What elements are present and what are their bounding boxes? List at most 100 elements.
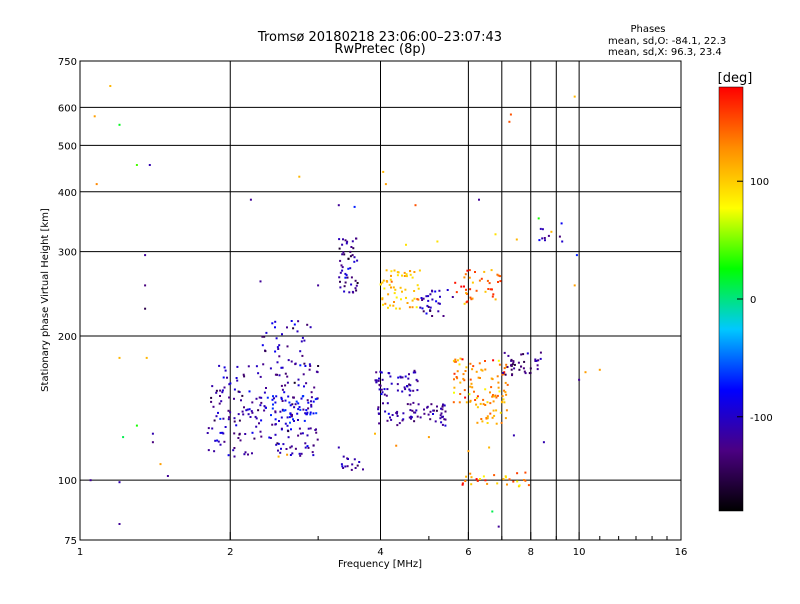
echo-point (398, 422, 401, 425)
echo-point (486, 417, 489, 420)
echo-point (382, 170, 385, 173)
echo-point (354, 287, 357, 290)
echo-point (272, 403, 274, 406)
echo-point (504, 381, 507, 384)
echo-point (389, 375, 392, 378)
echo-point (243, 406, 245, 409)
echo-point (441, 423, 444, 426)
echo-point (520, 365, 523, 368)
echo-point (263, 335, 266, 338)
echo-point (435, 409, 438, 412)
x-axis-label: Frequency [MHz] (338, 559, 422, 570)
echo-point (215, 391, 218, 394)
echo-point (476, 479, 479, 482)
echo-point (299, 432, 302, 435)
echo-point (351, 463, 354, 466)
echo-point (390, 286, 392, 289)
echo-point (415, 409, 418, 412)
echo-point (384, 302, 387, 305)
echo-point (224, 426, 227, 428)
echo-point (412, 371, 415, 374)
echo-point (145, 356, 148, 359)
echo-point (453, 386, 456, 389)
echo-point (390, 382, 393, 385)
echo-point (350, 276, 353, 279)
echo-point (227, 454, 230, 457)
echo-point (227, 418, 230, 421)
echo-point (510, 358, 513, 361)
echo-point (358, 461, 361, 463)
echo-point (480, 368, 483, 371)
echo-point (377, 408, 380, 411)
echo-point (393, 269, 396, 272)
echo-point (281, 333, 283, 336)
echo-point (347, 458, 349, 460)
echo-point (310, 405, 313, 408)
echo-point (499, 411, 502, 414)
echo-point (211, 427, 214, 430)
echo-point (274, 423, 277, 426)
echo-point (313, 386, 316, 389)
echo-point (493, 395, 495, 398)
echo-point (483, 270, 486, 273)
echo-point (464, 273, 467, 276)
echo-point (233, 417, 236, 420)
echo-point (547, 234, 550, 237)
echo-point (277, 348, 280, 350)
echo-point (383, 287, 386, 290)
echo-point (281, 400, 284, 402)
echo-point (404, 288, 407, 291)
echo-point (477, 376, 480, 379)
echo-point (287, 436, 290, 439)
echo-point (397, 376, 400, 379)
echo-point (228, 396, 231, 399)
echo-point (287, 430, 290, 433)
echo-point (159, 463, 162, 466)
echo-point (344, 465, 347, 468)
echo-point (434, 420, 437, 423)
echo-point (578, 378, 581, 381)
echo-point (499, 280, 502, 283)
echo-point (286, 416, 289, 419)
echo-point (393, 301, 395, 303)
echo-point (459, 393, 462, 395)
y-axis-label: Stationary phase Virtual Height [km] (40, 208, 51, 392)
echo-point (390, 274, 392, 277)
echo-point (304, 446, 307, 449)
echo-point (476, 406, 479, 409)
echo-point (497, 525, 500, 528)
echo-point (232, 449, 235, 452)
echo-point (379, 283, 382, 286)
echo-point (310, 403, 313, 406)
echo-point (419, 306, 422, 309)
echo-point (286, 453, 289, 456)
echo-point (298, 175, 301, 178)
echo-point (343, 285, 346, 288)
echo-point (539, 357, 542, 360)
echo-point (276, 346, 279, 349)
x-tick-label: 4 (377, 547, 383, 558)
echo-point (413, 411, 416, 414)
echo-point (561, 240, 564, 243)
echo-point (496, 375, 499, 378)
echo-point (279, 451, 282, 454)
y-tick-label: 400 (58, 188, 77, 199)
echo-point (305, 382, 308, 385)
echo-point (290, 415, 293, 418)
echo-point (413, 271, 416, 273)
echo-point (273, 397, 275, 400)
echo-point (497, 274, 500, 277)
echo-point (355, 284, 358, 287)
echo-point (484, 404, 487, 406)
echo-point (254, 415, 257, 418)
echo-point (415, 378, 418, 381)
echo-point (210, 396, 213, 399)
echo-point (503, 351, 506, 354)
echo-point (436, 405, 438, 408)
echo-point (288, 401, 291, 404)
echo-point (454, 281, 457, 284)
echo-point (455, 291, 458, 294)
echo-point (584, 371, 587, 374)
echo-point (426, 406, 429, 409)
